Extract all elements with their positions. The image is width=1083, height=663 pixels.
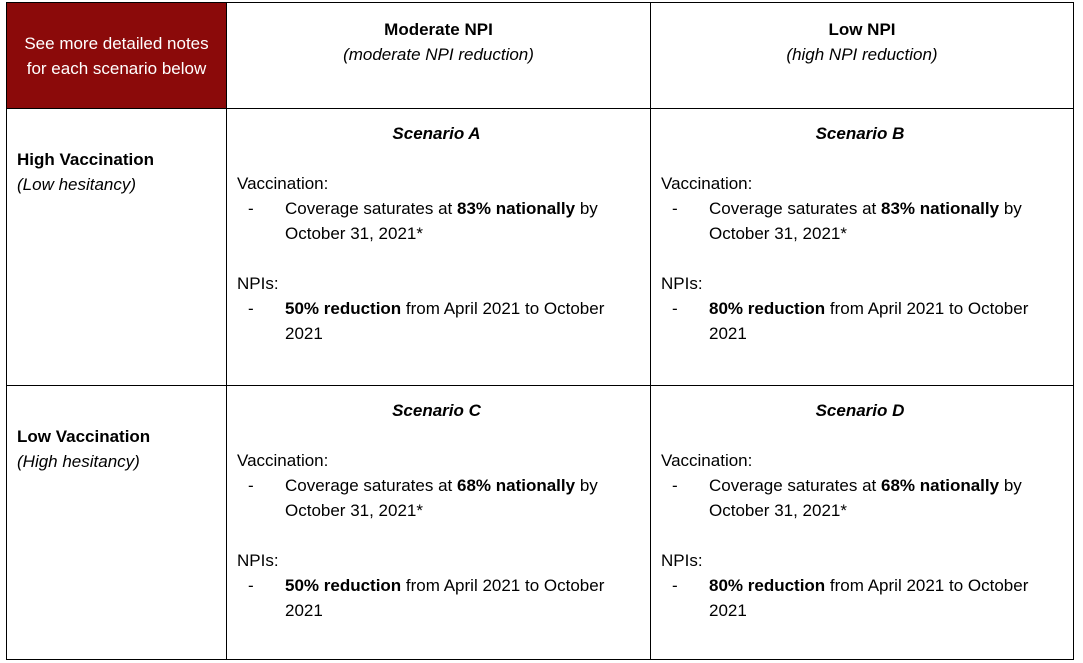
npi-text: 50% reduction from April 2021 to October… <box>285 296 636 346</box>
npi-reduction: 50% reduction <box>285 576 402 595</box>
bullet-dash: - <box>248 299 254 318</box>
column-title: Low NPI <box>828 20 896 39</box>
npi-reduction: 80% reduction <box>709 299 826 318</box>
vaccination-coverage: 68% nationally <box>456 476 576 495</box>
vaccination-text-post: by October 31, 2021* <box>285 199 598 243</box>
npi-reduction: 80% reduction <box>709 576 826 595</box>
npi-bullet: - 50% reduction from April 2021 to Octob… <box>237 573 636 623</box>
scenario-a-cell: Scenario A Vaccination: - Coverage satur… <box>226 108 651 386</box>
npi-bullet: - 80% reduction from April 2021 to Octob… <box>661 296 1059 346</box>
vaccination-text: Coverage saturates at 83% nationally by … <box>709 196 1059 246</box>
bullet-dash: - <box>248 476 254 495</box>
column-header-low-npi: Low NPI (high NPI reduction) <box>650 2 1074 109</box>
vaccination-coverage: 83% nationally <box>456 199 576 218</box>
npi-bullet: - 80% reduction from April 2021 to Octob… <box>661 573 1059 623</box>
vaccination-text-pre: Coverage saturates at <box>709 199 881 218</box>
npi-text-post: from April 2021 to October 2021 <box>709 576 1029 620</box>
corner-note-text: See more detailed notes for each scenari… <box>24 33 209 78</box>
scenario-title: Scenario A <box>392 124 481 143</box>
bullet-dash: - <box>672 576 678 595</box>
vaccination-text-pre: Coverage saturates at <box>285 199 457 218</box>
npi-label: NPIs: <box>237 551 279 570</box>
scenario-title: Scenario C <box>392 401 481 420</box>
scenario-b-cell: Scenario B Vaccination: - Coverage satur… <box>650 108 1074 386</box>
npi-text-post: from April 2021 to October 2021 <box>285 299 605 343</box>
vaccination-text-post: by October 31, 2021* <box>709 476 1022 520</box>
vaccination-text-post: by October 31, 2021* <box>285 476 598 520</box>
bullet-dash: - <box>672 299 678 318</box>
bullet-dash: - <box>672 476 678 495</box>
row-header-low-vaccination: Low Vaccination (High hesitancy) <box>6 385 227 660</box>
npi-text-post: from April 2021 to October 2021 <box>285 576 605 620</box>
npi-label: NPIs: <box>237 274 279 293</box>
npi-text: 80% reduction from April 2021 to October… <box>709 573 1059 623</box>
header-row: See more detailed notes for each scenari… <box>6 2 1074 109</box>
scenario-title: Scenario D <box>815 401 905 420</box>
vaccination-text-pre: Coverage saturates at <box>709 476 881 495</box>
row-low-vaccination: Low Vaccination (High hesitancy) Scenari… <box>6 385 1074 660</box>
column-subtitle: (high NPI reduction) <box>786 45 938 64</box>
vaccination-text: Coverage saturates at 68% nationally by … <box>709 473 1059 523</box>
scenario-c-cell: Scenario C Vaccination: - Coverage satur… <box>226 385 651 660</box>
column-subtitle: (moderate NPI reduction) <box>343 45 534 64</box>
npi-text: 80% reduction from April 2021 to October… <box>709 296 1059 346</box>
vaccination-label: Vaccination: <box>661 174 753 193</box>
vaccination-text-post: by October 31, 2021* <box>709 199 1022 243</box>
row-header-high-vaccination: High Vaccination (Low hesitancy) <box>6 108 227 386</box>
scenario-table: See more detailed notes for each scenari… <box>6 2 1074 660</box>
npi-reduction: 50% reduction <box>285 299 402 318</box>
row-subtitle: (Low hesitancy) <box>17 175 137 194</box>
vaccination-label: Vaccination: <box>237 451 329 470</box>
vaccination-bullet: - Coverage saturates at 68% nationally b… <box>661 473 1059 523</box>
npi-label: NPIs: <box>661 274 703 293</box>
bullet-dash: - <box>672 199 678 218</box>
npi-text-post: from April 2021 to October 2021 <box>709 299 1029 343</box>
npi-bullet: - 50% reduction from April 2021 to Octob… <box>237 296 636 346</box>
vaccination-label: Vaccination: <box>661 451 753 470</box>
npi-text: 50% reduction from April 2021 to October… <box>285 573 636 623</box>
bullet-dash: - <box>248 576 254 595</box>
vaccination-bullet: - Coverage saturates at 83% nationally b… <box>237 196 636 246</box>
vaccination-coverage: 83% nationally <box>880 199 1000 218</box>
row-subtitle: (High hesitancy) <box>17 452 140 471</box>
vaccination-text: Coverage saturates at 68% nationally by … <box>285 473 636 523</box>
vaccination-label: Vaccination: <box>237 174 329 193</box>
vaccination-coverage: 68% nationally <box>880 476 1000 495</box>
corner-note: See more detailed notes for each scenari… <box>6 2 227 109</box>
bullet-dash: - <box>248 199 254 218</box>
row-title: Low Vaccination <box>17 427 151 446</box>
column-header-moderate-npi: Moderate NPI (moderate NPI reduction) <box>226 2 651 109</box>
scenario-title: Scenario B <box>815 124 905 143</box>
row-high-vaccination: High Vaccination (Low hesitancy) Scenari… <box>6 108 1074 386</box>
column-title: Moderate NPI <box>384 20 493 39</box>
npi-label: NPIs: <box>661 551 703 570</box>
row-title: High Vaccination <box>17 150 154 169</box>
scenario-d-cell: Scenario D Vaccination: - Coverage satur… <box>650 385 1074 660</box>
vaccination-bullet: - Coverage saturates at 68% nationally b… <box>237 473 636 523</box>
vaccination-bullet: - Coverage saturates at 83% nationally b… <box>661 196 1059 246</box>
vaccination-text: Coverage saturates at 83% nationally by … <box>285 196 636 246</box>
vaccination-text-pre: Coverage saturates at <box>285 476 457 495</box>
